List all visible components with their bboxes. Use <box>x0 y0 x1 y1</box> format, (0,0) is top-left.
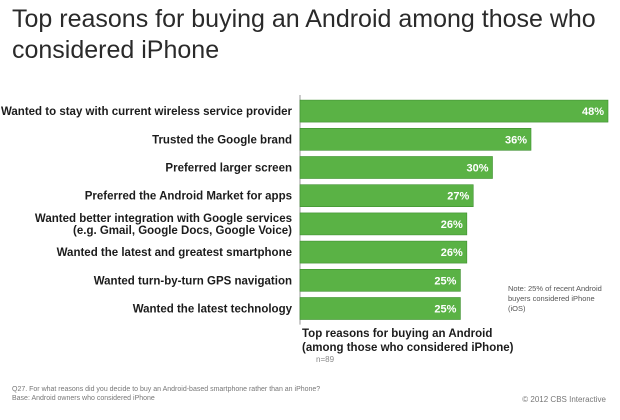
chart-caption: Top reasons for buying an Android (among… <box>302 327 514 355</box>
category-label: (e.g. Gmail, Google Docs, Google Voice) <box>73 225 292 237</box>
category-label: Wanted to stay with current wireless ser… <box>1 106 293 118</box>
chart-caption-line2: (among those who considered iPhone) <box>302 342 514 354</box>
bar <box>299 128 532 151</box>
bar-value-label: 27% <box>447 191 469 203</box>
bar <box>299 99 609 123</box>
footnote-base: Base: Android owners who considered iPho… <box>12 395 155 402</box>
category-label: Wanted better integration with Google se… <box>35 213 292 225</box>
bar-value-label: 26% <box>441 219 463 231</box>
bar <box>299 156 493 179</box>
bar-value-label: 36% <box>505 134 527 146</box>
sample-size: n=89 <box>316 355 335 364</box>
category-label: Preferred larger screen <box>165 163 292 175</box>
category-label: Wanted the latest technology <box>133 304 293 316</box>
category-label: Wanted turn-by-turn GPS navigation <box>94 275 292 287</box>
bar <box>299 297 461 320</box>
copyright: © 2012 CBS Interactive <box>522 395 606 404</box>
chart-title: Top reasons for buying an Android among … <box>12 5 596 64</box>
chart-caption-line1: Top reasons for buying an Android <box>302 328 493 340</box>
footnote-question: Q27. For what reasons did you decide to … <box>12 386 321 393</box>
bar-value-label: 30% <box>466 163 488 175</box>
bar-value-label: 25% <box>434 304 456 316</box>
category-label: Preferred the Android Market for apps <box>85 191 292 203</box>
category-label: Wanted the latest and greatest smartphon… <box>57 247 292 259</box>
footnote: Q27. For what reasons did you decide to … <box>12 385 432 403</box>
bar-value-label: 25% <box>434 275 456 287</box>
category-label: Trusted the Google brand <box>152 134 292 146</box>
chart-note: Note: 25% of recent Android buyers consi… <box>508 284 602 313</box>
bar-value-label: 26% <box>441 247 463 259</box>
bar <box>299 184 474 207</box>
bar <box>299 268 461 292</box>
bar <box>299 212 468 236</box>
bar-value-label: 48% <box>582 106 604 118</box>
bar <box>299 240 468 264</box>
